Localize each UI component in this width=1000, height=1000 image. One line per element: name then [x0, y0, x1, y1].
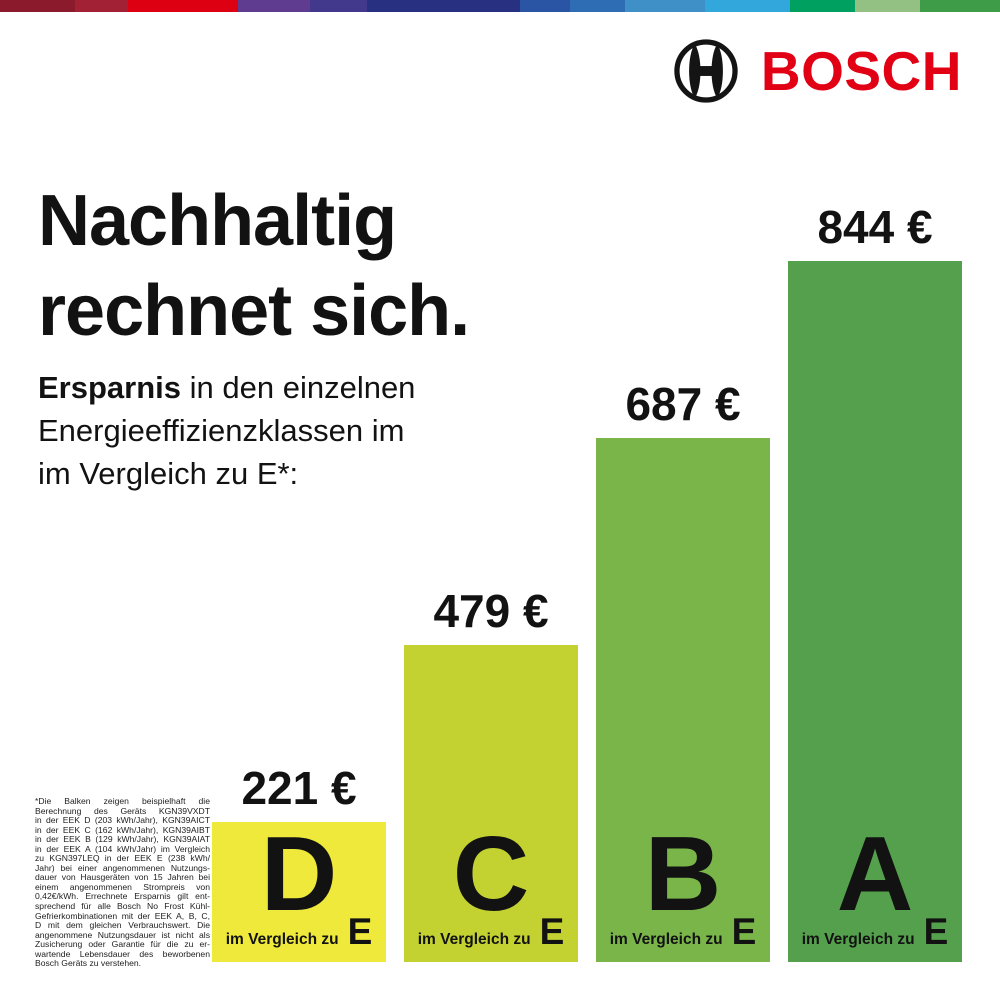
supergraphic-strip: [0, 0, 1000, 12]
footnote-line: zu KGN397LEQ in der EEK E (238 kWh/: [35, 853, 210, 864]
bar-group-b: 687 € B im Vergleich zu E: [596, 377, 770, 962]
footnote-line: einem angenommenen Strompreis von: [35, 881, 210, 892]
title-line-1: Nachhaltig: [38, 181, 397, 261]
bar-group-d: 221 € D im Vergleich zu E: [212, 761, 386, 962]
bar-value-label: 687 €: [625, 378, 741, 430]
bar-letter: D: [260, 815, 338, 933]
footnote-line: Gefrierkombinationen mit der EEK A, B, C…: [35, 910, 210, 921]
bosch-armature-icon: [674, 39, 738, 103]
bar-b: B im Vergleich zu E: [596, 438, 770, 962]
caption-reference-class: E: [731, 911, 757, 952]
footnote-line: D mit dem gleichen Verbrauchswert. Die: [35, 920, 210, 931]
bar-caption: im Vergleich zu E: [788, 911, 962, 952]
page-title: Nachhaltig rechnet sich.: [38, 176, 470, 356]
footnote-line: Bosch Geräts zu verstehen.: [35, 958, 142, 969]
bar-letter: B: [644, 815, 722, 933]
bar-caption: im Vergleich zu E: [212, 911, 386, 952]
caption-text: im Vergleich zu: [801, 931, 915, 948]
bosch-logo: BOSCH: [673, 38, 962, 104]
footnote-line: sprechend für alle Bosch No Frost Kühl-: [35, 901, 210, 912]
footnote-line: angenommene Nutzungsdauer ist nicht als: [35, 929, 210, 940]
caption-reference-class: E: [539, 911, 565, 952]
footnote-line: Jahr) bei einer angenommenen Nutzungs-: [35, 862, 210, 873]
bar-letter: C: [452, 815, 530, 933]
bar-d: D im Vergleich zu E: [212, 815, 386, 962]
footnote-line: in der EEK D (203 kWh/Jahr), KGN39AICT: [35, 815, 210, 826]
caption-reference-class: E: [923, 911, 949, 952]
title-line-2: rechnet sich.: [38, 271, 470, 351]
caption-text: im Vergleich zu: [417, 931, 531, 948]
bar-value-label: 221 €: [241, 762, 357, 814]
bosch-wordmark: BOSCH: [760, 40, 962, 102]
subtitle-bold-word: Ersparnis: [38, 370, 182, 405]
bar-group-c: 479 € C im Vergleich zu E: [404, 584, 578, 962]
footnote-line: in der EEK A (104 kWh/Jahr) im Vergleich: [35, 843, 210, 854]
caption-reference-class: E: [347, 911, 373, 952]
footnote: *Die Balken zeigen beispielhaft die Berec…: [35, 796, 210, 969]
subtitle-line-3: im Vergleich zu E*:: [38, 456, 299, 491]
footnote-line: *Die Balken zeigen beispielhaft die: [35, 796, 210, 806]
savings-bar-chart: 221 € D im Vergleich zu E 479 € C im Ver…: [212, 200, 962, 962]
caption-text: im Vergleich zu: [609, 931, 723, 948]
footnote-line: in der EEK B (129 kWh/Jahr), KGN39AIAT: [35, 834, 210, 845]
caption-text: im Vergleich zu: [225, 931, 339, 948]
subtitle-line-2: Energieeffizienzklassen im: [38, 413, 405, 448]
footnote-line: Berechnung des Geräts KGN39VXDT: [35, 805, 210, 816]
page-subtitle: Ersparnis in den einzelnen Energieeffizi…: [38, 366, 415, 495]
footnote-line: dauer von Hausgeräten von 15 Jahren bei: [35, 872, 210, 883]
footnote-line: wartende Lebensdauer des beworbenen: [35, 948, 210, 959]
bar-value-label: 479 €: [433, 585, 549, 637]
footnote-line: in der EEK C (162 kWh/Jahr), KGN39AIBT: [35, 824, 210, 835]
bar-c: C im Vergleich zu E: [404, 645, 578, 962]
bar-caption: im Vergleich zu E: [404, 911, 578, 952]
subtitle-rest: in den einzelnen: [181, 370, 416, 405]
subtitle-line-1: Ersparnis in den einzelnen: [38, 366, 415, 409]
footnote-line: Zusicherung oder Garantie für die zu er-: [35, 939, 210, 950]
bar-a: A im Vergleich zu E: [788, 261, 962, 962]
bar-value-label: 844 €: [817, 201, 933, 253]
footnote-line: 0,42€/kWh. Errechnete Ersparnis gilt ent…: [35, 891, 210, 902]
bar-caption: im Vergleich zu E: [596, 911, 770, 952]
bar-letter: A: [836, 815, 914, 933]
bar-group-a: 844 € A im Vergleich zu E: [788, 200, 962, 962]
